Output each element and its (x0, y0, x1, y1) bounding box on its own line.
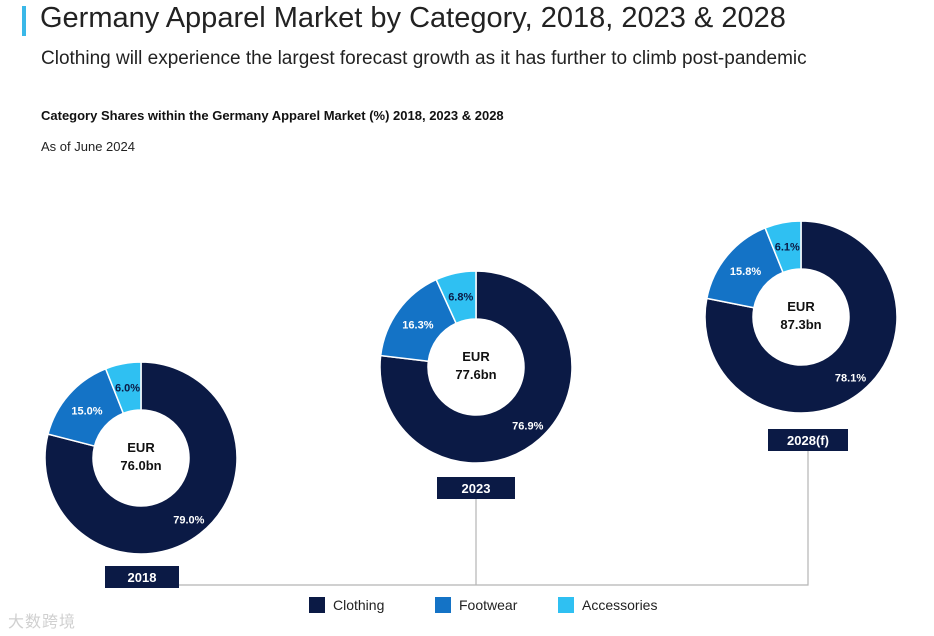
donut-total-2028f-1: 87.3bn (780, 317, 821, 332)
slice-label-2028f-footwear: 15.8% (730, 266, 761, 278)
slice-2018-accessories (104, 361, 142, 415)
year-label-2028f: 2028(f) (787, 433, 829, 448)
legend-swatch-clothing (309, 597, 325, 613)
slice-label-2023-clothing: 76.9% (512, 420, 543, 432)
slice-label-2028f-clothing: 78.1% (835, 372, 866, 384)
donut-total-2023-0: EUR (462, 349, 490, 364)
slice-2023-accessories (435, 270, 477, 325)
legend-item-footwear: Footwear (435, 597, 517, 613)
slice-2028f-accessories (764, 220, 802, 274)
title-accent-bar (22, 6, 26, 36)
donut-total-2018-0: EUR (127, 440, 155, 455)
donut-total-2023-1: 77.6bn (455, 367, 496, 382)
slice-2018-clothing (44, 361, 238, 555)
legend-item-clothing: Clothing (309, 597, 384, 613)
slice-label-2018-footwear: 15.0% (71, 405, 102, 417)
page-subtitle: Clothing will experience the largest for… (41, 48, 807, 69)
legend-swatch-accessories (558, 597, 574, 613)
slice-label-2023-accessories: 6.8% (448, 292, 473, 304)
legend-item-accessories: Accessories (558, 597, 657, 613)
watermark-logo: 大数跨境 (8, 608, 76, 632)
chart-title: Category Shares within the Germany Appar… (41, 108, 504, 123)
page-title: Germany Apparel Market by Category, 2018… (40, 2, 786, 34)
slice-2023-clothing (379, 270, 573, 464)
year-label-2018: 2018 (128, 570, 157, 585)
donut-total-2028f-0: EUR (787, 299, 815, 314)
year-box-2028f (768, 429, 848, 451)
watermark-text: 大数跨境 (8, 614, 77, 631)
year-box-2023 (437, 477, 515, 499)
donut-total-2018-1: 76.0bn (120, 458, 161, 473)
slice-label-2018-accessories: 6.0% (115, 382, 140, 394)
slice-2028f-clothing (704, 220, 898, 414)
connector-line (179, 451, 809, 586)
year-box-2018 (105, 566, 179, 588)
slice-label-2028f-accessories: 6.1% (775, 241, 800, 253)
as-of-date: As of June 2024 (41, 139, 135, 154)
legend-label-clothing: Clothing (333, 597, 385, 613)
slice-label-2018-clothing: 79.0% (173, 515, 204, 527)
slice-label-2023-footwear: 16.3% (402, 319, 433, 331)
legend-swatch-footwear (435, 597, 451, 613)
year-label-2023: 2023 (462, 481, 491, 496)
legend-label-accessories: Accessories (582, 597, 658, 613)
legend-label-footwear: Footwear (459, 597, 518, 613)
